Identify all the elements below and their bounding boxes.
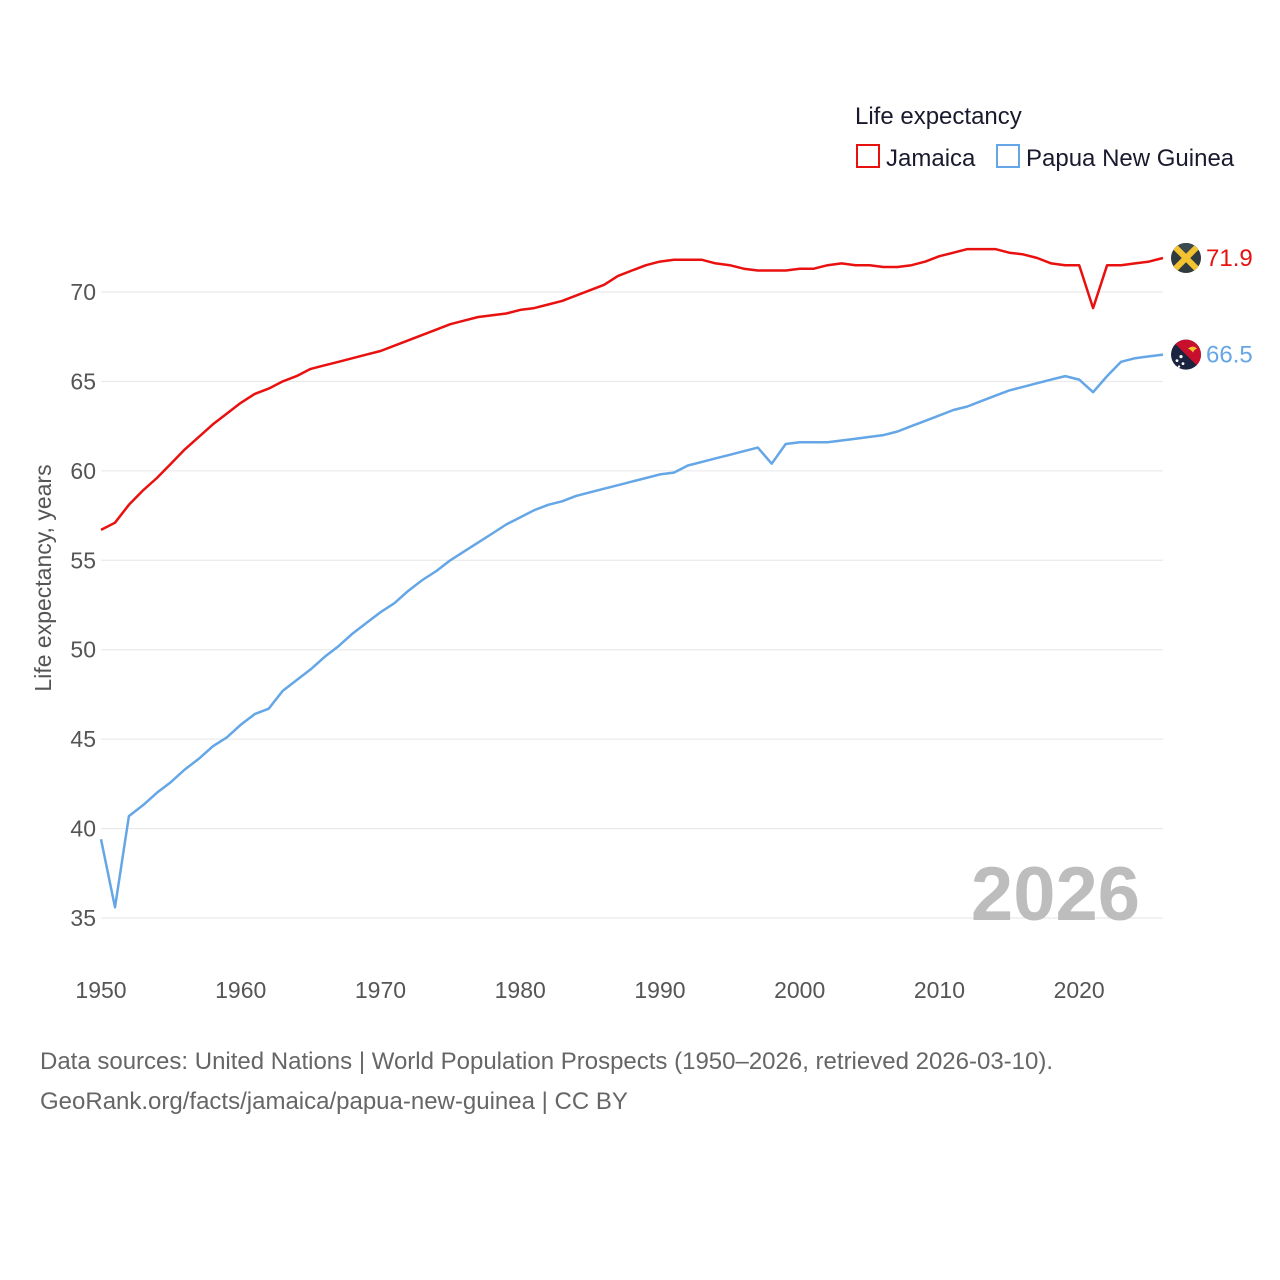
- y-tick-label: 65: [70, 368, 96, 394]
- y-tick-label: 40: [70, 816, 96, 842]
- source-url-line[interactable]: GeoRank.org/facts/jamaica/papua-new-guin…: [40, 1088, 628, 1115]
- legend-item-papua-new-guinea[interactable]: Papua New Guinea: [996, 144, 1235, 172]
- x-tick-label: 1980: [495, 977, 546, 1003]
- y-tick-label: 70: [70, 279, 96, 305]
- legend-label-jamaica: Jamaica: [886, 145, 976, 172]
- end-value-jamaica: 71.9: [1206, 245, 1253, 272]
- papua-new-guinea-flag-icon: [1171, 339, 1201, 370]
- legend-swatch-jamaica: [856, 144, 880, 168]
- y-tick-label: 45: [70, 726, 96, 752]
- series-line-jamaica: [100, 247, 1164, 532]
- y-tick-labels: 35 40 45 50 55 60 65 70: [70, 279, 96, 931]
- x-tick-labels: 1950 1960 1970 1980 1990 2000 2010 2020: [75, 977, 1104, 1003]
- source-line: Data sources: United Nations | World Pop…: [40, 1048, 1054, 1075]
- legend-title: Life expectancy: [855, 103, 1022, 130]
- y-axis-label: Life expectancy, years: [30, 464, 56, 691]
- x-tick-label: 2000: [774, 977, 825, 1003]
- x-tick-label: 1970: [355, 977, 406, 1003]
- x-tick-label: 2010: [914, 977, 965, 1003]
- end-value-papua-new-guinea: 66.5: [1206, 342, 1253, 369]
- y-tick-label: 55: [70, 547, 96, 573]
- x-tick-label: 1950: [75, 977, 126, 1003]
- legend-item-jamaica[interactable]: Jamaica: [856, 144, 976, 172]
- legend-swatch-papua-new-guinea: [996, 144, 1020, 168]
- series-line-papua-new-guinea: [99, 353, 1164, 909]
- legend-label-papua-new-guinea: Papua New Guinea: [1026, 145, 1235, 172]
- line-chart: Life expectancy Jamaica Papua New Guinea…: [30, 103, 1253, 1003]
- year-watermark: 2026: [971, 852, 1140, 937]
- x-tick-label: 1960: [215, 977, 266, 1003]
- y-tick-label: 60: [70, 458, 96, 484]
- y-tick-label: 50: [70, 637, 96, 663]
- gridlines: [101, 291, 1163, 919]
- source-credits: Data sources: United Nations | World Pop…: [40, 1042, 1053, 1122]
- y-tick-label: 35: [70, 905, 96, 931]
- series-lines: [99, 247, 1164, 909]
- x-tick-label: 2020: [1054, 977, 1105, 1003]
- x-tick-label: 1990: [634, 977, 685, 1003]
- jamaica-flag-icon: [1171, 243, 1201, 273]
